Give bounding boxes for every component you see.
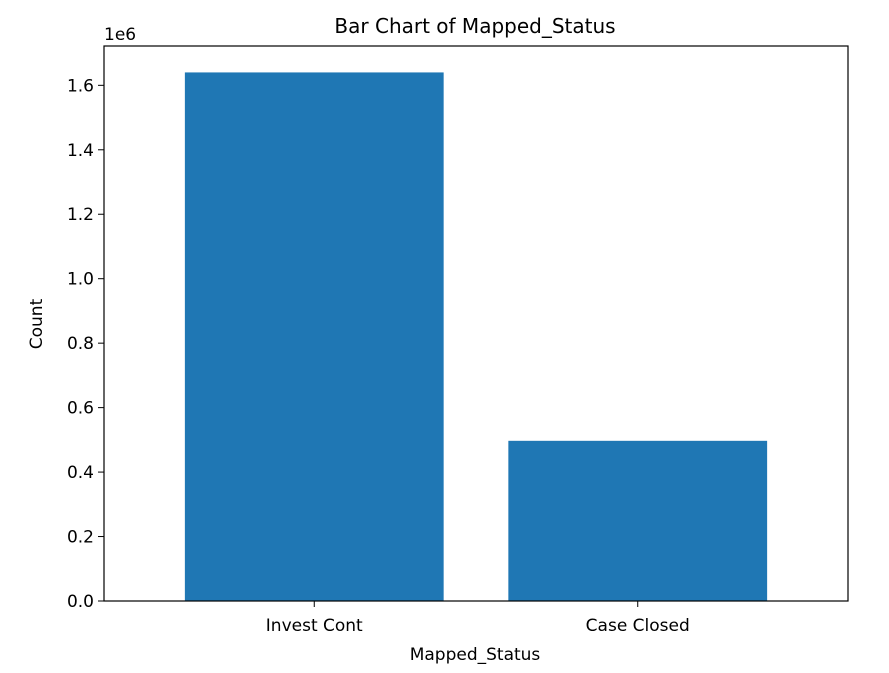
y-tick-label: 1.4 bbox=[67, 141, 94, 161]
x-axis: Invest Cont Case Closed bbox=[266, 601, 690, 636]
y-tick-label: 0.8 bbox=[67, 334, 94, 354]
chart-title: Bar Chart of Mapped_Status bbox=[334, 14, 615, 38]
bar-invest-cont bbox=[184, 72, 444, 601]
y-tick-label: 0.4 bbox=[67, 463, 94, 483]
y-axis-label: Count bbox=[27, 298, 47, 349]
x-tick-label: Invest Cont bbox=[266, 616, 363, 636]
y-tick-label: 0.2 bbox=[67, 528, 94, 548]
y-tick-label: 1.6 bbox=[67, 76, 94, 96]
x-axis-label: Mapped_Status bbox=[410, 645, 541, 665]
y-axis: 0.0 0.2 0.4 0.6 0.8 1.0 1.2 1.4 1.6 bbox=[67, 76, 104, 612]
y-tick-label: 1.0 bbox=[67, 270, 94, 290]
y-tick-label: 0.6 bbox=[67, 399, 94, 419]
bars-group bbox=[184, 72, 768, 601]
plot-frame bbox=[103, 45, 849, 602]
y-tick-label: 1.2 bbox=[67, 205, 94, 225]
y-tick-label: 0.0 bbox=[67, 592, 94, 612]
x-tick-label: Case Closed bbox=[586, 616, 690, 636]
bar-case-closed bbox=[508, 440, 768, 601]
y-axis-multiplier: 1e6 bbox=[104, 25, 136, 45]
